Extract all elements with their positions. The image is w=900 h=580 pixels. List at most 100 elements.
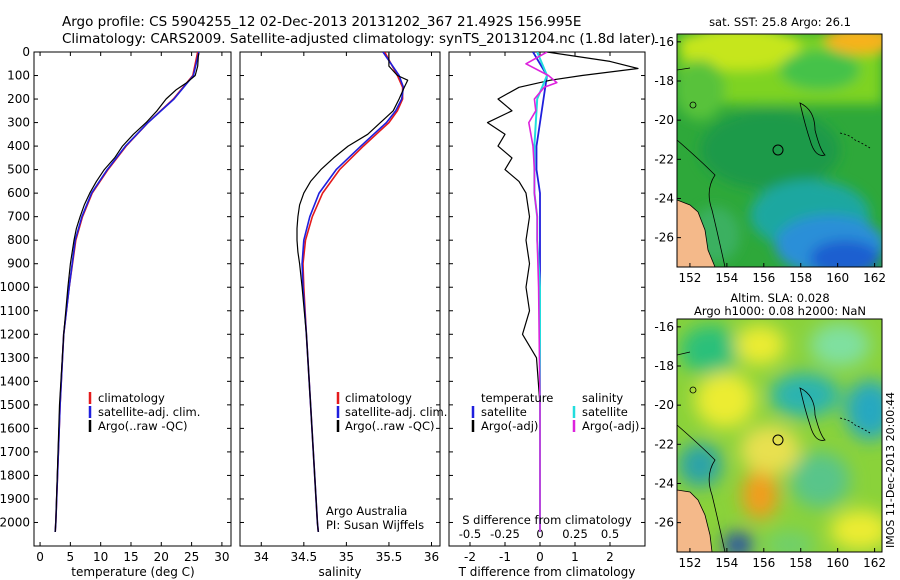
y-tick-label: 900	[7, 257, 30, 271]
map-y-tick-label: -24	[654, 476, 674, 490]
map-y-tick-label: -26	[654, 231, 674, 245]
y-tick-label: 1600	[0, 421, 30, 435]
y-tick-label: 300	[7, 116, 30, 130]
legend-label-s-satellite: satellite	[582, 405, 628, 419]
sst-land	[677, 199, 716, 267]
map-x-tick-label: 152	[678, 271, 701, 285]
map-y-tick-label: -18	[654, 74, 674, 88]
map-y-tick-label: -20	[654, 113, 674, 127]
y-tick-label: 100	[7, 69, 30, 83]
s-tick-label: -0.25	[490, 527, 520, 541]
map-x-tick-label: 158	[789, 271, 812, 285]
x-tick-label: 34	[254, 550, 269, 564]
legend-label-satellite: satellite-adj. clim.	[98, 405, 200, 419]
sst-map: sat. SST: 25.8 Argo: 26.1 15	[654, 15, 886, 285]
salinity-panel: 34 34.5 35 35.5 36 salinity climatology sate…	[239, 51, 447, 579]
y-tick-label: 1500	[0, 398, 30, 412]
y-tick-label: 1900	[0, 492, 30, 506]
map-x-tick-label: 158	[789, 556, 812, 570]
map-x-tick-label: 162	[863, 271, 886, 285]
map-x-tick-label: 160	[826, 271, 849, 285]
y-tick-label: 500	[7, 163, 30, 177]
y-tick-label: 1400	[0, 374, 30, 388]
s-tick-label: 0.25	[562, 527, 588, 541]
temperature-xlabel: temperature (deg C)	[71, 565, 194, 579]
legend-label-climatology: climatology	[98, 391, 165, 405]
map-x-tick-label: 156	[752, 271, 775, 285]
sla-map: Altim. SLA: 0.028 Argo h1000: 0.08 h2000…	[654, 291, 886, 570]
difference-xlabel: T difference from climatology	[458, 565, 636, 579]
series-line-argo-raw-qc-	[296, 53, 409, 532]
map-y-tick-label: -16	[654, 35, 674, 49]
difference-panel: -2 -1 0 1 2 -0.5 -0.25 0 0.25 0.5 T difference fr…	[448, 51, 646, 579]
s-tick-label: 0.5	[601, 527, 619, 541]
x-tick-label: 20	[154, 550, 169, 564]
x-tick-label: 5	[67, 550, 75, 564]
sla-map-title: Altim. SLA: 0.028	[730, 291, 829, 305]
salinity-xlabel: salinity	[318, 565, 361, 579]
sla-argo-marker	[772, 434, 784, 446]
s-tick-label: -0.5	[459, 527, 481, 541]
y-tick-label: 0	[22, 45, 30, 59]
y-tick-label: 1700	[0, 445, 30, 459]
map-y-tick-label: -22	[654, 152, 674, 166]
x-tick-label: 34.5	[290, 550, 317, 564]
annotation-argo-australia: Argo Australia	[326, 504, 407, 518]
legend-heading-salinity: salinity	[582, 391, 623, 405]
header-line1: Argo profile: CS 5904255_12 02-Dec-2013 …	[62, 14, 581, 30]
map-x-tick-label: 154	[715, 556, 738, 570]
y-tick-label: 800	[7, 233, 30, 247]
sla-map-subtitle: Argo h1000: 0.08 h2000: NaN	[694, 304, 866, 318]
difference-xlabel-top: S difference from climatology	[462, 513, 632, 527]
series-line-salinity-argo-adj-	[525, 52, 558, 532]
legend-label-argo: Argo(..raw -QC)	[98, 419, 188, 433]
x-tick-label: 35	[339, 550, 354, 564]
y-tick-label: 1200	[0, 327, 30, 341]
temperature-axes-frame	[33, 51, 232, 547]
x-tick-label: 0	[536, 550, 544, 564]
y-tick-label: 700	[7, 210, 30, 224]
y-tick-label: 1800	[0, 468, 30, 482]
salinity-legend: climatology satellite-adj. clim. Argo(..…	[336, 391, 447, 433]
sla-field	[677, 319, 882, 552]
difference-legend: temperature satellite Argo(-adj) salinit…	[471, 391, 639, 433]
s-tick-label: 0	[536, 527, 543, 541]
x-tick-label: 0	[36, 550, 44, 564]
sla-land	[677, 489, 713, 552]
temperature-panel: 0 5 10 15 20 25 300100200300400500600700800900…	[0, 45, 232, 579]
y-tick-label: 400	[7, 139, 30, 153]
sst-map-title: sat. SST: 25.8 Argo: 26.1	[709, 15, 851, 29]
legend-label-t-argo: Argo(-adj)	[481, 419, 538, 433]
map-x-tick-label: 162	[863, 556, 886, 570]
annotation-pi: PI: Susan Wijffels	[326, 518, 424, 532]
legend-label-s-argo: Argo(-adj)	[582, 419, 639, 433]
x-tick-label: 1	[571, 550, 579, 564]
x-tick-label: -2	[464, 550, 476, 564]
map-y-tick-label: -16	[654, 320, 674, 334]
map-x-tick-label: 156	[752, 556, 775, 570]
y-tick-label: 200	[7, 92, 30, 106]
legend-label-satellite: satellite-adj. clim.	[345, 405, 447, 419]
map-y-tick-label: -20	[654, 398, 674, 412]
y-tick-label: 1100	[0, 304, 30, 318]
x-tick-label: 10	[93, 550, 108, 564]
y-tick-label: 1300	[0, 351, 30, 365]
x-tick-label: 35.5	[376, 550, 403, 564]
map-y-tick-label: -24	[654, 191, 674, 205]
difference-axes-frame	[448, 51, 646, 547]
map-x-tick-label: 160	[826, 556, 849, 570]
y-tick-label: 1000	[0, 280, 30, 294]
header-line2: Climatology: CARS2009. Satellite-adjuste…	[62, 31, 655, 47]
sst-field	[677, 34, 882, 267]
x-tick-label: 25	[184, 550, 199, 564]
legend-label-t-satellite: satellite	[481, 405, 527, 419]
map-x-tick-label: 154	[715, 271, 738, 285]
salinity-axes-frame	[239, 51, 441, 547]
sst-argo-marker	[772, 144, 784, 156]
x-tick-label: -1	[499, 550, 511, 564]
legend-heading-temperature: temperature	[481, 391, 553, 405]
series-line-argo-raw-qc-	[54, 53, 200, 532]
x-tick-label: 30	[214, 550, 229, 564]
map-y-tick-label: -22	[654, 437, 674, 451]
